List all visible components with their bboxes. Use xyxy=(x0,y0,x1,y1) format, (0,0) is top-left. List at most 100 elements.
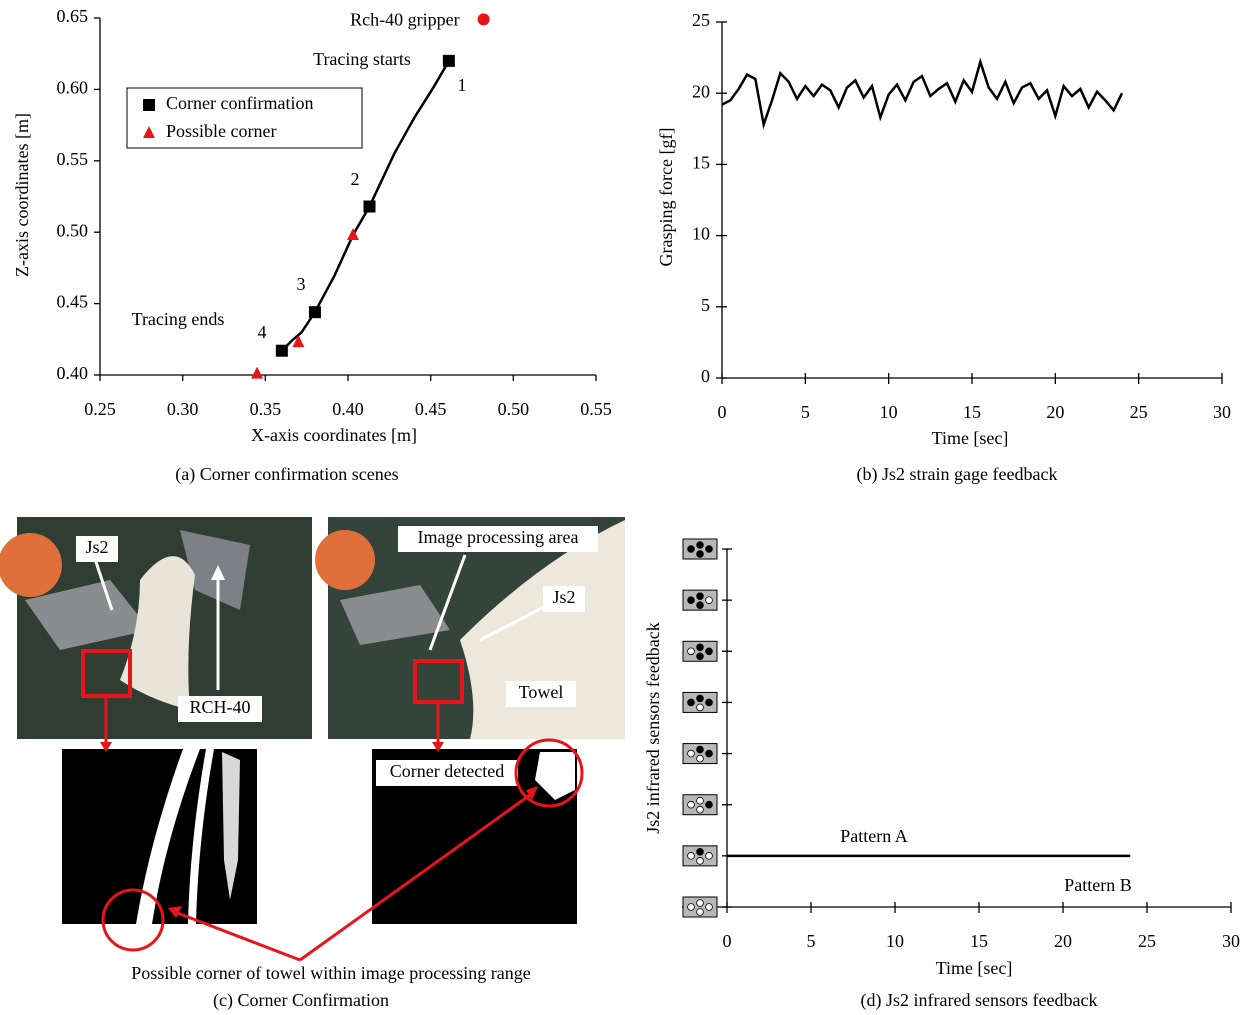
icon-dot xyxy=(696,754,704,763)
x-tick-label: 10 xyxy=(880,402,898,422)
label-box xyxy=(543,586,585,612)
icon-dot xyxy=(696,908,704,916)
icon-dot xyxy=(705,698,713,707)
icon-dot xyxy=(696,857,704,865)
x-tick-label: 0.55 xyxy=(580,399,612,419)
x-tick-label: 0.50 xyxy=(498,399,530,419)
icon-dot xyxy=(687,698,695,707)
force-line xyxy=(721,57,1124,130)
annotation-arrows xyxy=(101,698,584,962)
icon-dot xyxy=(687,852,695,860)
caption: (c) Corner Confirmation xyxy=(213,990,389,1011)
point xyxy=(442,54,455,67)
x-tick-label: 5 xyxy=(801,402,810,422)
icon-dot xyxy=(687,749,695,758)
roi-box xyxy=(81,649,132,698)
caption: (b) Js2 strain gage feedback xyxy=(857,464,1058,485)
point xyxy=(308,306,321,319)
legend-label: Possible corner xyxy=(166,121,276,141)
icon-dot xyxy=(696,703,704,712)
x-tick-label: 0 xyxy=(723,931,732,951)
point xyxy=(477,13,490,26)
icon-dot xyxy=(705,800,713,809)
y-axis-label: Js2 infrared sensors feedback xyxy=(643,622,663,833)
y-tick-label: 25 xyxy=(692,10,710,30)
roi-box xyxy=(413,659,464,704)
icon-dot xyxy=(687,545,695,553)
y-tick-label: 0.60 xyxy=(57,78,89,98)
y-tick-label: 20 xyxy=(692,81,710,101)
icon-dot xyxy=(705,903,713,911)
icon-dot xyxy=(705,647,713,656)
icon-dot xyxy=(687,903,695,911)
icon-dot xyxy=(696,601,704,609)
icon-dot xyxy=(696,592,704,600)
annotation: 4 xyxy=(258,322,267,342)
x-tick-label: 20 xyxy=(1046,402,1064,422)
icon-dot xyxy=(696,899,704,907)
x-tick-label: 0.40 xyxy=(332,399,364,419)
x-axis-label: Time [sec] xyxy=(936,958,1013,978)
x-tick-label: 5 xyxy=(807,931,816,951)
x-tick-label: 25 xyxy=(1130,402,1148,422)
x-tick-label: 0.35 xyxy=(250,399,282,419)
point-label: Rch-40 gripper xyxy=(350,10,459,30)
y-tick-label: 0.55 xyxy=(57,149,89,169)
annotation: Tracing starts xyxy=(313,49,411,69)
legend-box xyxy=(126,87,363,149)
icon-dot xyxy=(705,749,713,758)
x-tick-label: 10 xyxy=(886,931,904,951)
y-axis-label: Grasping force [gf] xyxy=(656,128,676,267)
x-tick-label: 0 xyxy=(718,402,727,422)
photo-label: Towel xyxy=(519,682,564,702)
annotation: 1 xyxy=(458,75,467,95)
icon-dot xyxy=(705,545,713,553)
pattern-icon xyxy=(682,743,718,765)
icon-dot xyxy=(696,541,704,549)
pattern-icon xyxy=(682,538,718,560)
annotation: 3 xyxy=(297,274,306,294)
photo-panel: Js2 RCH-40 Image processing area Js2 Tow… xyxy=(0,517,625,1011)
y-tick-label: 0.50 xyxy=(57,220,89,240)
icon-dot xyxy=(687,800,695,809)
towel xyxy=(460,520,625,739)
robot-arm xyxy=(25,580,150,650)
icon-dot xyxy=(696,848,704,856)
point xyxy=(292,335,305,348)
x-axis-label: Time [sec] xyxy=(932,428,1009,448)
x-tick-label: 30 xyxy=(1222,931,1240,951)
x-tick-label: 25 xyxy=(1138,931,1156,951)
caption: (a) Corner confirmation scenes xyxy=(175,464,398,485)
x-tick-label: 20 xyxy=(1054,931,1072,951)
label-box xyxy=(76,536,118,562)
legend-marker xyxy=(143,99,155,111)
point xyxy=(346,228,359,241)
pattern-icon xyxy=(682,640,718,662)
point xyxy=(363,200,376,213)
annotation: Pattern B xyxy=(1064,875,1132,895)
point xyxy=(275,344,288,357)
icon-dot xyxy=(696,805,704,814)
icon-dot xyxy=(696,550,704,558)
y-axis-label: Z-axis coordinates [m] xyxy=(12,113,32,277)
photo-label: RCH-40 xyxy=(189,697,250,717)
legend-marker xyxy=(143,126,155,138)
caption: (d) Js2 infrared sensors feedback xyxy=(861,990,1098,1011)
towel-edge xyxy=(188,749,214,924)
icon-dot xyxy=(687,647,695,656)
icon-dot xyxy=(696,745,704,754)
photo-label: Image processing area xyxy=(418,527,579,547)
legend-label: Corner confirmation xyxy=(166,93,313,113)
pattern-icon xyxy=(682,691,718,713)
icon-dot xyxy=(696,796,704,805)
robot-part xyxy=(315,530,375,590)
y-tick-label: 0 xyxy=(701,366,710,386)
x-tick-label: 0.25 xyxy=(84,399,116,419)
y-tick-label: 5 xyxy=(701,295,710,315)
y-tick-label: 10 xyxy=(692,224,710,244)
icon-dot xyxy=(705,852,713,860)
pattern-icon xyxy=(682,794,718,816)
annotation: Pattern A xyxy=(840,826,908,846)
arrow xyxy=(479,603,549,642)
annotation: 2 xyxy=(351,169,360,189)
